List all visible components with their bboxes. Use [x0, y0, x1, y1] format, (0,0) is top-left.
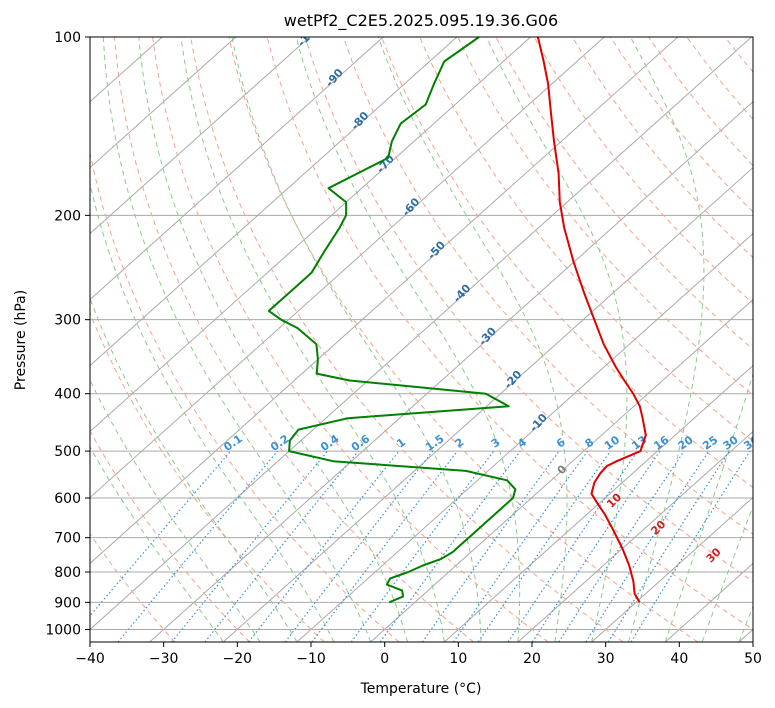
x-tick-label: −20: [223, 651, 253, 667]
y-tick-label: 100: [54, 30, 81, 46]
mixing-ratio-line: [171, 450, 328, 642]
x-tick-label: 0: [380, 651, 389, 667]
y-tick-label: 900: [54, 595, 81, 611]
axis-ticks: −40 −30 −20 −10 0 10 20 30 40 50 100 200 300 400 500 60…: [45, 30, 762, 667]
moist-adiabat-line: [90, 445, 224, 642]
mixing-ratio-label: 36: [741, 433, 761, 453]
y-tick-label: 600: [54, 491, 81, 507]
x-tick-label: −30: [149, 651, 179, 667]
moist-adiabat-line: [90, 181, 335, 642]
x-tick-label: 40: [670, 651, 688, 667]
isotherm-line: [517, 430, 753, 642]
moist-adiabat-line: [295, 37, 521, 642]
y-tick-label: 400: [54, 387, 81, 403]
x-tick-label: −40: [75, 651, 105, 667]
plot-frame: [89, 36, 754, 643]
y-tick-label: 800: [54, 565, 81, 581]
y-tick-label: 300: [54, 313, 81, 329]
x-tick-label: 30: [597, 651, 615, 667]
moist-adiabat-line: [628, 37, 705, 642]
isotherm-line: [90, 37, 458, 367]
mixing-ratio-line: [453, 450, 589, 642]
moist-adiabat-line: [180, 37, 445, 642]
y-tick-label: 500: [54, 444, 81, 460]
isotherm-line: [222, 166, 753, 642]
x-tick-label: −10: [296, 651, 326, 667]
x-tick-label: 20: [523, 651, 541, 667]
isotherm-line: [149, 100, 753, 642]
isotherm-line: [90, 37, 752, 631]
y-axis-label: Pressure (hPa): [13, 290, 29, 390]
temperature-profile: [536, 37, 647, 603]
moist-adiabat-line: [138, 37, 408, 642]
dry-adiabat-line: [419, 37, 753, 442]
isotherm-line: [90, 37, 384, 301]
dry-adiabat-line: [113, 37, 474, 642]
isotherm-line: [90, 37, 237, 169]
isotherm-line: [90, 37, 310, 235]
moist-adiabat-line: [485, 37, 628, 642]
mixing-ratio-line: [379, 450, 521, 642]
moist-adiabat-line: [377, 37, 568, 642]
isotherm-line: [90, 37, 679, 565]
y-tick-label: 700: [54, 531, 81, 547]
mixing-ratio-line: [117, 450, 278, 642]
dry-adiabat-line: [152, 37, 549, 642]
x-tick-label: 10: [449, 651, 467, 667]
profile-lines: [267, 37, 647, 604]
mixing-ratio-line: [421, 450, 560, 642]
mixing-ratio-line: [204, 450, 359, 642]
mixing-ratio-line: [477, 450, 611, 642]
x-tick-label: 50: [744, 651, 762, 667]
mixing-ratio-line: [585, 450, 710, 642]
y-tick-label: 1000: [45, 622, 81, 638]
mixing-ratio-line: [350, 450, 495, 642]
x-axis-label: Temperature (°C): [360, 681, 482, 697]
mixing-ratio-line: [311, 450, 458, 642]
isotherm-line: [90, 37, 531, 433]
chart-title: wetPf2_C2E5.2025.095.19.36.G06: [284, 11, 558, 31]
dry-adiabat-line: [90, 429, 250, 642]
dry-adiabat-line: [90, 532, 176, 642]
moist-adiabat-line: [90, 378, 261, 642]
moist-adiabat-line: [102, 37, 372, 642]
dry-adiabat-line: [90, 311, 325, 642]
moist-adiabat-line: [664, 372, 753, 642]
dewpoint-profile: [267, 37, 517, 604]
dry-adiabat-line: [266, 37, 753, 631]
y-tick-label: 200: [54, 208, 81, 224]
dry-adiabat-line: [457, 37, 753, 396]
isotherm-line: [90, 37, 605, 499]
moist-adiabat-line: [90, 296, 298, 642]
isotherm-line: [370, 298, 753, 642]
moist-adiabat-line: [231, 37, 482, 642]
isotherm-line: [443, 364, 753, 642]
mixing-ratio-line: [558, 450, 685, 642]
mixing-ratio-line: [507, 450, 639, 642]
isotherm-line: [591, 496, 753, 642]
mixing-ratio-line: [531, 450, 661, 642]
dry-adiabat-line: [342, 37, 753, 535]
